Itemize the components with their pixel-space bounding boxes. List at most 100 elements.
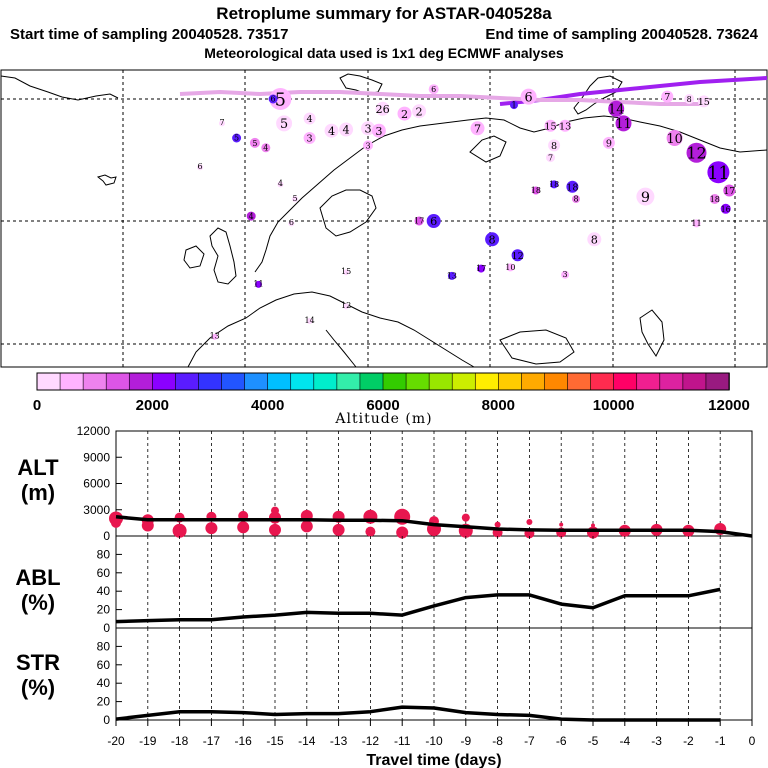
colorbar-cell xyxy=(705,372,730,391)
plume-marker xyxy=(548,139,561,152)
colorbar-cell xyxy=(36,372,61,391)
plume-marker xyxy=(544,119,557,132)
plume-marker xyxy=(197,164,204,171)
abl-axis-unit: (%) xyxy=(21,590,55,615)
y-tick-label: 3000 xyxy=(83,503,110,517)
plume-marker xyxy=(608,100,625,117)
plume-day-label: 7 xyxy=(548,153,553,162)
plume-marker xyxy=(303,132,316,144)
x-axis-label: Travel time (days) xyxy=(366,752,501,768)
plume-day-label: 6 xyxy=(525,90,533,105)
plume-day-label: 5 xyxy=(275,91,286,111)
plume-day-label: 8 xyxy=(591,234,598,247)
plume-day-label: 8 xyxy=(489,234,496,247)
plume-day-label: 17 xyxy=(723,186,735,197)
x-tick-label: -17 xyxy=(203,734,221,748)
end-time-label: End time of sampling 20040528. 73624 xyxy=(485,26,758,43)
plume-marker xyxy=(602,136,615,149)
plume-day-label: 4 xyxy=(249,212,254,221)
plume-day-label: 6 xyxy=(271,95,276,104)
plume-day-label: 2 xyxy=(401,108,408,121)
plume-day-label: 8 xyxy=(551,141,557,152)
altitude-dot xyxy=(396,526,409,539)
plume-marker xyxy=(587,232,602,247)
y-tick-label: 60 xyxy=(97,658,111,672)
altitude-colorbar: 0 2000 4000 6000 8000 10000 12000 Altitude (m) xyxy=(33,372,750,427)
altitude-dot xyxy=(365,526,376,537)
y-tick-label: 0 xyxy=(103,713,110,727)
colorbar-cell xyxy=(590,372,615,391)
plume-day-label: 3 xyxy=(365,141,370,150)
colorbar-cell xyxy=(267,372,292,391)
plume-marker xyxy=(470,121,485,136)
colorbar-cell xyxy=(659,372,684,391)
colorbar-cell xyxy=(244,372,269,391)
x-tick-label: -10 xyxy=(425,734,443,748)
colorbar-tick-label: 8000 xyxy=(482,397,515,414)
plume-marker xyxy=(520,88,537,105)
str-axis-unit: (%) xyxy=(21,675,55,700)
colorbar-cell xyxy=(175,372,200,391)
x-tick-label: -14 xyxy=(298,734,316,748)
plume-marker xyxy=(255,280,262,288)
plume-day-label: 4 xyxy=(328,125,335,138)
colorbar-cell xyxy=(636,372,661,391)
colorbar-cell xyxy=(198,372,223,391)
colorbar-cell xyxy=(152,372,177,391)
plume-marker xyxy=(276,115,293,132)
x-tick-label: -8 xyxy=(492,734,503,748)
plume-day-label: 10 xyxy=(666,132,682,147)
colorbar-cell xyxy=(359,372,384,391)
plume-marker xyxy=(268,94,278,104)
y-tick-label: 0 xyxy=(103,529,110,543)
plume-marker xyxy=(684,94,695,104)
plume-marker xyxy=(339,122,354,137)
colorbar-cell xyxy=(82,372,107,391)
plume-day-label: 26 xyxy=(375,103,389,116)
plume-day-label: 8 xyxy=(687,95,692,104)
plume-day-label: 12 xyxy=(511,251,523,262)
black-sea-coast xyxy=(499,329,575,365)
alt-series-line xyxy=(115,515,753,538)
x-tick-label: -15 xyxy=(266,734,284,748)
y-tick-label: 6000 xyxy=(83,477,110,491)
colorbar-cell xyxy=(521,372,546,391)
baltic-coast xyxy=(319,189,377,237)
colorbar-cell xyxy=(105,372,131,391)
str-series-line xyxy=(115,705,721,722)
plume-marker xyxy=(414,216,424,226)
plume-day-label: 9 xyxy=(606,139,612,150)
abl-axis-label: ABL xyxy=(15,565,60,590)
time-series-panels: ALT (m) ABL (%) STR (%) 0300060009000120… xyxy=(15,424,755,768)
plume-day-label: 5 xyxy=(280,117,288,132)
plume-day-label: 7 xyxy=(664,92,670,103)
met-data-label: Meteorological data used is 1x1 deg ECMW… xyxy=(204,45,564,61)
plume-day-label: 15 xyxy=(341,267,351,276)
plume-marker xyxy=(343,269,350,276)
y-tick-label: 80 xyxy=(97,639,111,653)
x-tick-label: -2 xyxy=(683,734,694,748)
plume-marker xyxy=(269,88,292,110)
europe-coast xyxy=(187,291,475,368)
plume-day-label: 17 xyxy=(414,217,424,226)
y-tick-label: 80 xyxy=(97,547,111,561)
altitude-dot xyxy=(141,519,154,532)
colorbar-cell xyxy=(544,372,569,391)
plume-marker xyxy=(546,153,555,163)
plume-marker xyxy=(428,84,439,95)
alt-axis-label: ALT xyxy=(17,455,59,480)
scandinavia-arctic-coast xyxy=(254,115,768,273)
plume-marker xyxy=(572,195,580,203)
plume-day-label: 7 xyxy=(219,118,224,127)
altitude-dot xyxy=(591,523,595,528)
plume-day-label: 6 xyxy=(198,162,203,171)
y-tick-label: 9000 xyxy=(83,450,110,464)
plume-marker xyxy=(550,180,559,189)
plume-day-label: 6 xyxy=(430,215,437,228)
altitude-dot xyxy=(269,511,281,524)
plume-marker xyxy=(343,303,350,310)
x-tick-label: -1 xyxy=(715,734,726,748)
plume-day-label: 5 xyxy=(234,134,239,143)
